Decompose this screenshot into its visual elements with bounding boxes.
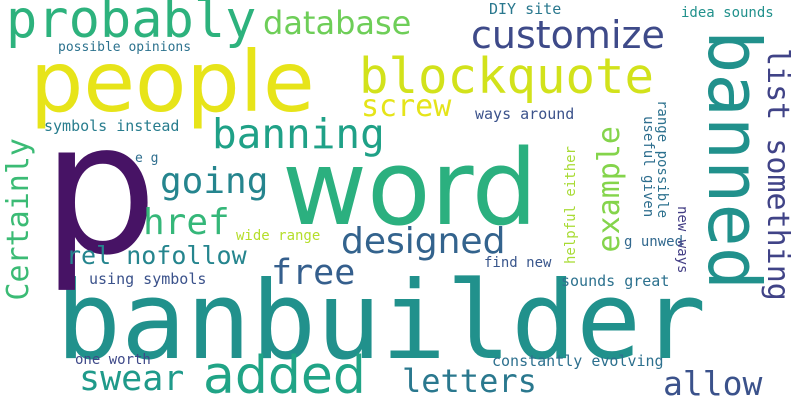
word-database: database <box>263 4 412 42</box>
word-p: p <box>42 83 158 295</box>
word-symbols-instead: symbols instead <box>44 117 180 135</box>
word-wide-range: wide range <box>236 228 321 244</box>
word-new-ways: new ways <box>674 206 690 274</box>
word-word: word <box>282 127 538 249</box>
word-banning: banning <box>212 110 385 158</box>
word-sounds-great: sounds great <box>561 272 670 290</box>
word-ways-around: ways around <box>475 105 575 123</box>
word-helpful-either: helpful either <box>563 146 579 265</box>
word-screw: screw <box>361 89 452 124</box>
word-using-symbols: using symbols <box>89 270 207 288</box>
word-constantly-evolving: constantly evolving <box>492 352 664 370</box>
word-customize: customize <box>471 13 665 57</box>
word-idea-sounds: idea sounds <box>681 5 774 21</box>
word-banbuilder: banbuilder <box>56 259 707 384</box>
word-people: people <box>30 33 315 131</box>
word-going: going <box>160 161 269 202</box>
word-added: added <box>203 346 366 400</box>
word-rel-nofollow: rel nofollow <box>66 241 247 270</box>
word-free: free <box>271 253 356 293</box>
word-certainly: Certainly <box>1 138 36 301</box>
word-useful-given: useful given <box>640 116 656 218</box>
word-range-possible: range possible <box>654 100 670 219</box>
word-e-g: e g <box>135 151 159 166</box>
word-letters: letters <box>402 362 537 400</box>
word-blockquote: blockquote <box>359 48 655 105</box>
word-href: href <box>143 202 230 243</box>
word-one-worth: one worth <box>75 352 151 368</box>
word-diy-site: DIY site <box>489 0 562 18</box>
word-example: example <box>592 126 627 253</box>
word-list-something: list something <box>760 48 795 301</box>
word-find-new: find new <box>484 255 552 271</box>
word-banned: banned <box>692 30 776 291</box>
word-swear: swear <box>79 359 185 399</box>
word-possible-opinions: possible opinions <box>58 40 192 55</box>
word-designed: designed <box>341 221 506 262</box>
word-allow: allow <box>663 364 763 400</box>
word-probably: probably <box>6 0 257 50</box>
word-g-unwed: g unwed <box>624 234 684 250</box>
